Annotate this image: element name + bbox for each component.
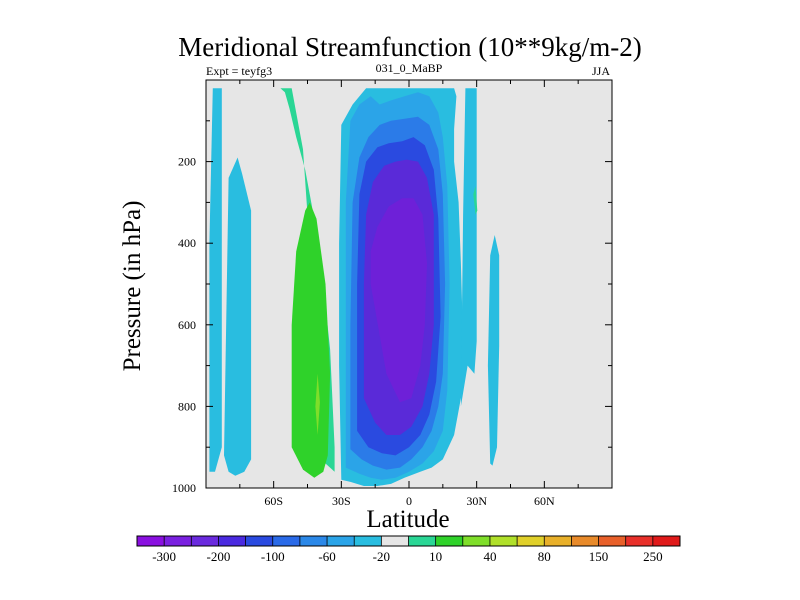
colorbar-label: 10 xyxy=(429,549,442,564)
y-tick-label: 400 xyxy=(178,236,196,250)
colorbar-swatch-13 xyxy=(489,536,518,546)
x-axis-label: Latitude xyxy=(366,506,449,533)
colorbar-swatch-19 xyxy=(652,536,681,546)
colorbar-label: 150 xyxy=(589,549,609,564)
contour-region-10 xyxy=(370,198,427,403)
x-tick-label: 30S xyxy=(332,494,351,508)
contour-region-0 xyxy=(209,88,222,472)
run-label: 031_0_MaBP xyxy=(376,61,443,75)
y-tick-label: 1000 xyxy=(172,481,196,495)
colorbar-swatch-9 xyxy=(381,536,409,546)
x-tick-label: 60S xyxy=(264,494,283,508)
colorbar-label: -200 xyxy=(207,549,231,564)
y-tick-label: 200 xyxy=(178,155,196,169)
colorbar-swatch-1 xyxy=(164,536,192,546)
colorbar-swatch-14 xyxy=(517,536,545,546)
colorbar-label: -20 xyxy=(373,549,390,564)
tick-layer: 60S 30S 0 30N 60N 200 400 600 800 1000 xyxy=(172,80,612,508)
colorbar-label: -100 xyxy=(261,549,285,564)
contour-region-4 xyxy=(315,373,320,435)
colorbar-swatch-11 xyxy=(435,536,464,546)
experiment-label: Expt = teyfg3 xyxy=(206,64,272,78)
x-tick-label: 0 xyxy=(406,494,412,508)
colorbar-swatch-0 xyxy=(137,536,165,546)
colorbar-swatch-4 xyxy=(245,536,274,546)
y-tick-label: 600 xyxy=(178,318,196,332)
colorbar-swatch-6 xyxy=(299,536,328,546)
colorbar-label: -300 xyxy=(152,549,176,564)
colorbar-swatch-10 xyxy=(408,536,437,546)
season-label: JJA xyxy=(592,64,610,78)
y-axis-label: Pressure (in hPa) xyxy=(119,201,146,372)
colorbar-label: -60 xyxy=(318,549,335,564)
colorbar-swatch-5 xyxy=(272,536,301,546)
colorbar-swatch-15 xyxy=(544,536,572,546)
contour-region-12 xyxy=(473,186,478,215)
colorbar-swatch-3 xyxy=(218,536,246,546)
contour-region-1 xyxy=(224,157,252,476)
colorbar-swatch-12 xyxy=(462,536,491,546)
colorbar-swatch-18 xyxy=(625,536,654,546)
contour-region-11 xyxy=(460,88,477,407)
contour-region-3 xyxy=(291,202,331,478)
contour-fill-layer xyxy=(209,88,500,486)
colorbar-swatch-7 xyxy=(327,536,355,546)
x-tick-label: 60N xyxy=(534,494,555,508)
colorbar-frame xyxy=(136,535,681,547)
chart-title: Meridional Streamfunction (10**9kg/m-2) xyxy=(178,32,641,62)
x-tick-label: 30N xyxy=(466,494,487,508)
colorbar: -300 -200 -100 -60 -20 10 40 80 150 250 xyxy=(136,535,681,564)
colorbar-swatch-16 xyxy=(571,536,599,546)
colorbar-label: 80 xyxy=(538,549,551,564)
plot-frame xyxy=(205,79,613,489)
colorbar-swatch-8 xyxy=(354,536,382,546)
contour-region-13 xyxy=(487,235,500,466)
y-tick-label: 800 xyxy=(178,399,196,413)
colorbar-label: 250 xyxy=(643,549,663,564)
colorbar-swatch-17 xyxy=(598,536,627,546)
colorbar-swatch-2 xyxy=(191,536,219,546)
colorbar-label: 40 xyxy=(483,549,496,564)
